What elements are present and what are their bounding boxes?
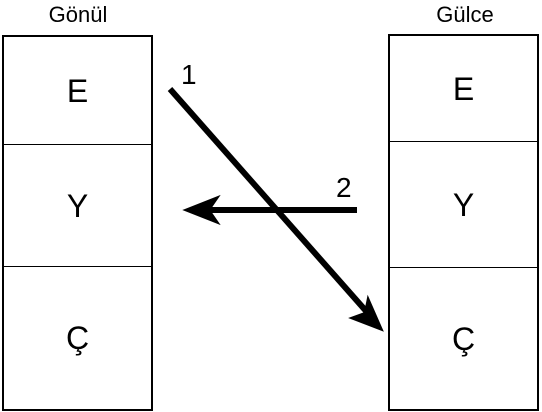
left-cell-c-label: Ç bbox=[65, 320, 90, 356]
right-cell-y: Y bbox=[390, 142, 537, 268]
left-cell-y: Y bbox=[4, 145, 151, 267]
right-cell-e-label: E bbox=[452, 70, 475, 107]
arrow-2-head bbox=[182, 194, 221, 226]
arrow-1-head bbox=[348, 294, 384, 332]
right-cell-c: Ç bbox=[390, 268, 537, 409]
arrow-2-label: 2 bbox=[336, 172, 352, 203]
left-column-box: E Y Ç bbox=[2, 35, 153, 411]
left-cell-y-label: Y bbox=[66, 187, 89, 224]
right-cell-y-label: Y bbox=[452, 186, 475, 223]
arrow-1-shaft bbox=[167, 87, 369, 313]
left-column-title: Gönül bbox=[48, 2, 108, 27]
left-cell-e: E bbox=[4, 37, 151, 145]
right-column-title: Gülce bbox=[436, 2, 494, 27]
arrow-2 bbox=[182, 194, 357, 226]
left-cell-e-label: E bbox=[66, 72, 89, 109]
right-column-box: E Y Ç bbox=[388, 34, 539, 411]
right-cell-c-label: Ç bbox=[451, 320, 476, 357]
arrow-1 bbox=[167, 87, 384, 332]
left-cell-c: Ç bbox=[4, 267, 151, 409]
arrow-1-label: 1 bbox=[181, 59, 197, 90]
right-cell-e: E bbox=[390, 36, 537, 142]
